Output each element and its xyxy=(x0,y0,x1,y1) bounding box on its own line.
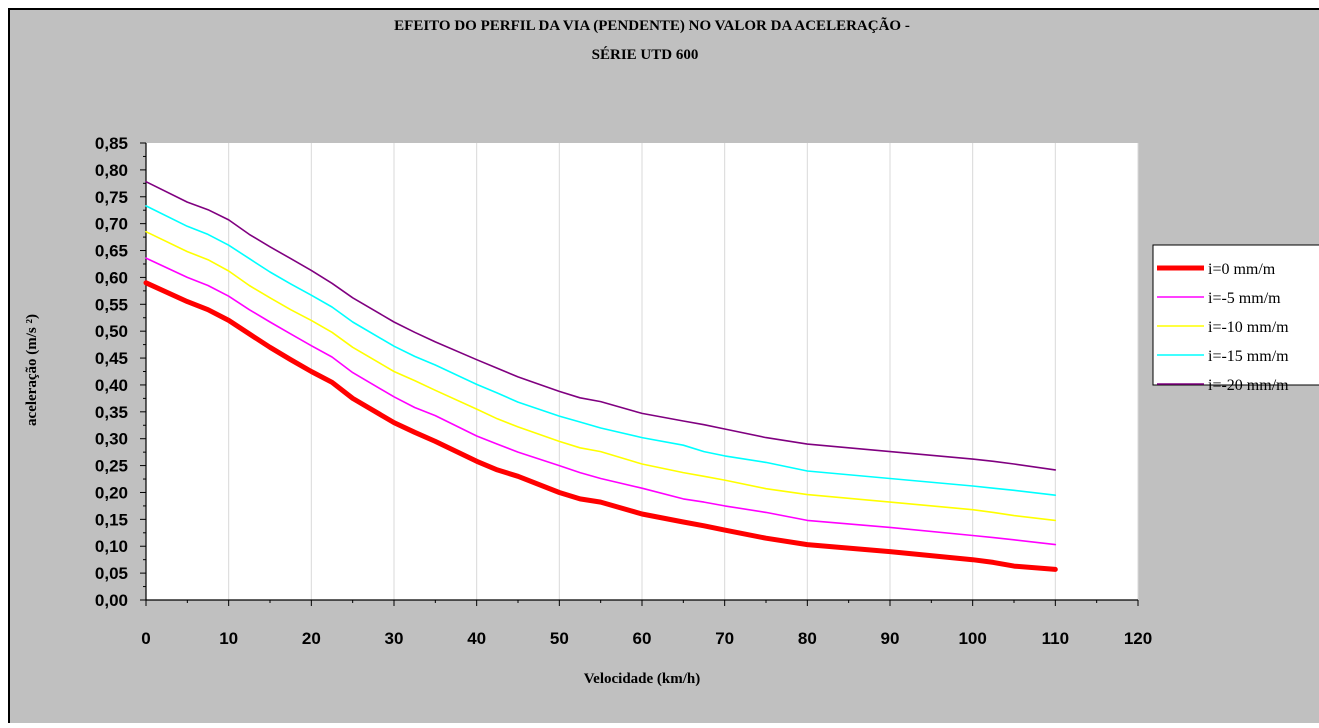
y-tick-label: 0,00 xyxy=(95,591,128,610)
x-tick-label: 110 xyxy=(1042,629,1069,648)
x-tick-label: 70 xyxy=(715,629,734,648)
y-tick-label: 0,20 xyxy=(95,483,128,502)
y-tick-label: 0,05 xyxy=(95,564,128,583)
x-tick-label: 100 xyxy=(958,629,986,648)
series-line-4 xyxy=(145,205,1057,497)
x-tick-label: 20 xyxy=(302,629,321,648)
chart-title-line2: SÉRIE UTD 600 xyxy=(592,46,699,63)
x-tick-label: 80 xyxy=(798,629,817,648)
x-ticks-layer: 0 10 20 30 40 50 60 70 80 90 100 110 120 xyxy=(141,600,1152,648)
legend-label: i=0 mm/m xyxy=(1208,261,1276,278)
y-tick-label: 0,80 xyxy=(95,161,128,180)
y-tick-label: 0,30 xyxy=(95,430,128,449)
y-tick-label: 0,85 xyxy=(95,134,128,153)
series-layer xyxy=(143,180,1058,572)
x-axis-title: Velocidade (km/h) xyxy=(584,671,701,687)
y-ticks-layer: 0,00 0,05 0,10 0,15 0,20 0,25 0,30 0,35 0,40 0,45… xyxy=(95,134,146,610)
grid-layer xyxy=(228,143,1139,600)
x-tick-label: 50 xyxy=(550,629,569,648)
y-tick-label: 0,55 xyxy=(95,295,128,314)
y-tick-label: 0,25 xyxy=(95,457,128,476)
series-line-1 xyxy=(143,280,1058,572)
chart-title-line1: EFEITO DO PERFIL DA VIA (PENDENTE) NO VA… xyxy=(394,16,910,34)
y-tick-label: 0,65 xyxy=(95,242,128,261)
x-tick-label: 90 xyxy=(881,629,900,648)
y-tick-label: 0,75 xyxy=(95,188,128,207)
x-tick-label: 10 xyxy=(219,629,238,648)
x-tick-label: 30 xyxy=(385,629,404,648)
series-line-2 xyxy=(145,257,1057,546)
y-tick-label: 0,10 xyxy=(95,537,128,556)
y-tick-label: 0,50 xyxy=(95,322,128,341)
y-tick-label: 0,60 xyxy=(95,268,128,287)
y-axis-title: aceleração (m/s ²) xyxy=(24,314,40,426)
x-tick-label: 120 xyxy=(1124,629,1152,648)
x-tick-label: 60 xyxy=(633,629,652,648)
y-tick-label: 0,40 xyxy=(95,376,128,395)
series-line-3 xyxy=(145,230,1057,522)
y-tick-label: 0,15 xyxy=(95,510,128,529)
x-tick-label: 40 xyxy=(467,629,486,648)
y-tick-label: 0,45 xyxy=(95,349,128,368)
y-tick-label: 0,35 xyxy=(95,403,128,422)
legend-label: i=-10 mm/m xyxy=(1208,319,1289,336)
legend-label: i=-15 mm/m xyxy=(1208,348,1289,365)
series-line-5 xyxy=(145,180,1057,471)
y-tick-label: 0,70 xyxy=(95,215,128,234)
x-tick-label: 0 xyxy=(141,629,150,648)
legend-label: i=-20 mm/m xyxy=(1208,377,1289,394)
legend-label: i=-5 mm/m xyxy=(1208,290,1281,307)
legend-layer: i=0 mm/m i=-5 mm/m i=-10 mm/m i=-15 mm/m i=-… xyxy=(1157,261,1289,394)
